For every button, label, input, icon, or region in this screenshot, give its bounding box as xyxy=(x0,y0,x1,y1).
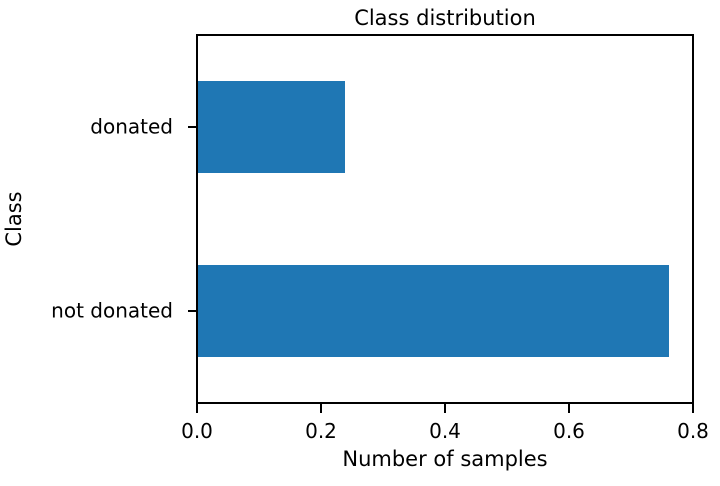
x-tick-0.0 xyxy=(196,404,198,413)
bar-not-donated xyxy=(197,265,670,357)
y-axis-label: Class xyxy=(1,191,26,247)
x-tick-label-0.8: 0.8 xyxy=(677,419,709,443)
x-tick-0.8 xyxy=(692,404,694,413)
bar-donated xyxy=(197,81,345,173)
x-tick-0.2 xyxy=(320,404,322,413)
x-tick-0.4 xyxy=(444,404,446,413)
y-tick-donated xyxy=(188,126,197,128)
plot-area xyxy=(196,34,694,404)
chart-title: Class distribution xyxy=(354,6,536,30)
x-tick-label-0.4: 0.4 xyxy=(429,419,461,443)
x-tick-label-0.2: 0.2 xyxy=(305,419,337,443)
x-axis-label: Number of samples xyxy=(342,447,548,471)
x-tick-label-0.6: 0.6 xyxy=(553,419,585,443)
y-tick-label-donated: donated xyxy=(90,114,173,139)
y-tick-not-donated xyxy=(188,310,197,312)
y-tick-label-not-donated: not donated xyxy=(51,298,173,323)
x-tick-label-0.0: 0.0 xyxy=(181,419,213,443)
x-tick-0.6 xyxy=(568,404,570,413)
